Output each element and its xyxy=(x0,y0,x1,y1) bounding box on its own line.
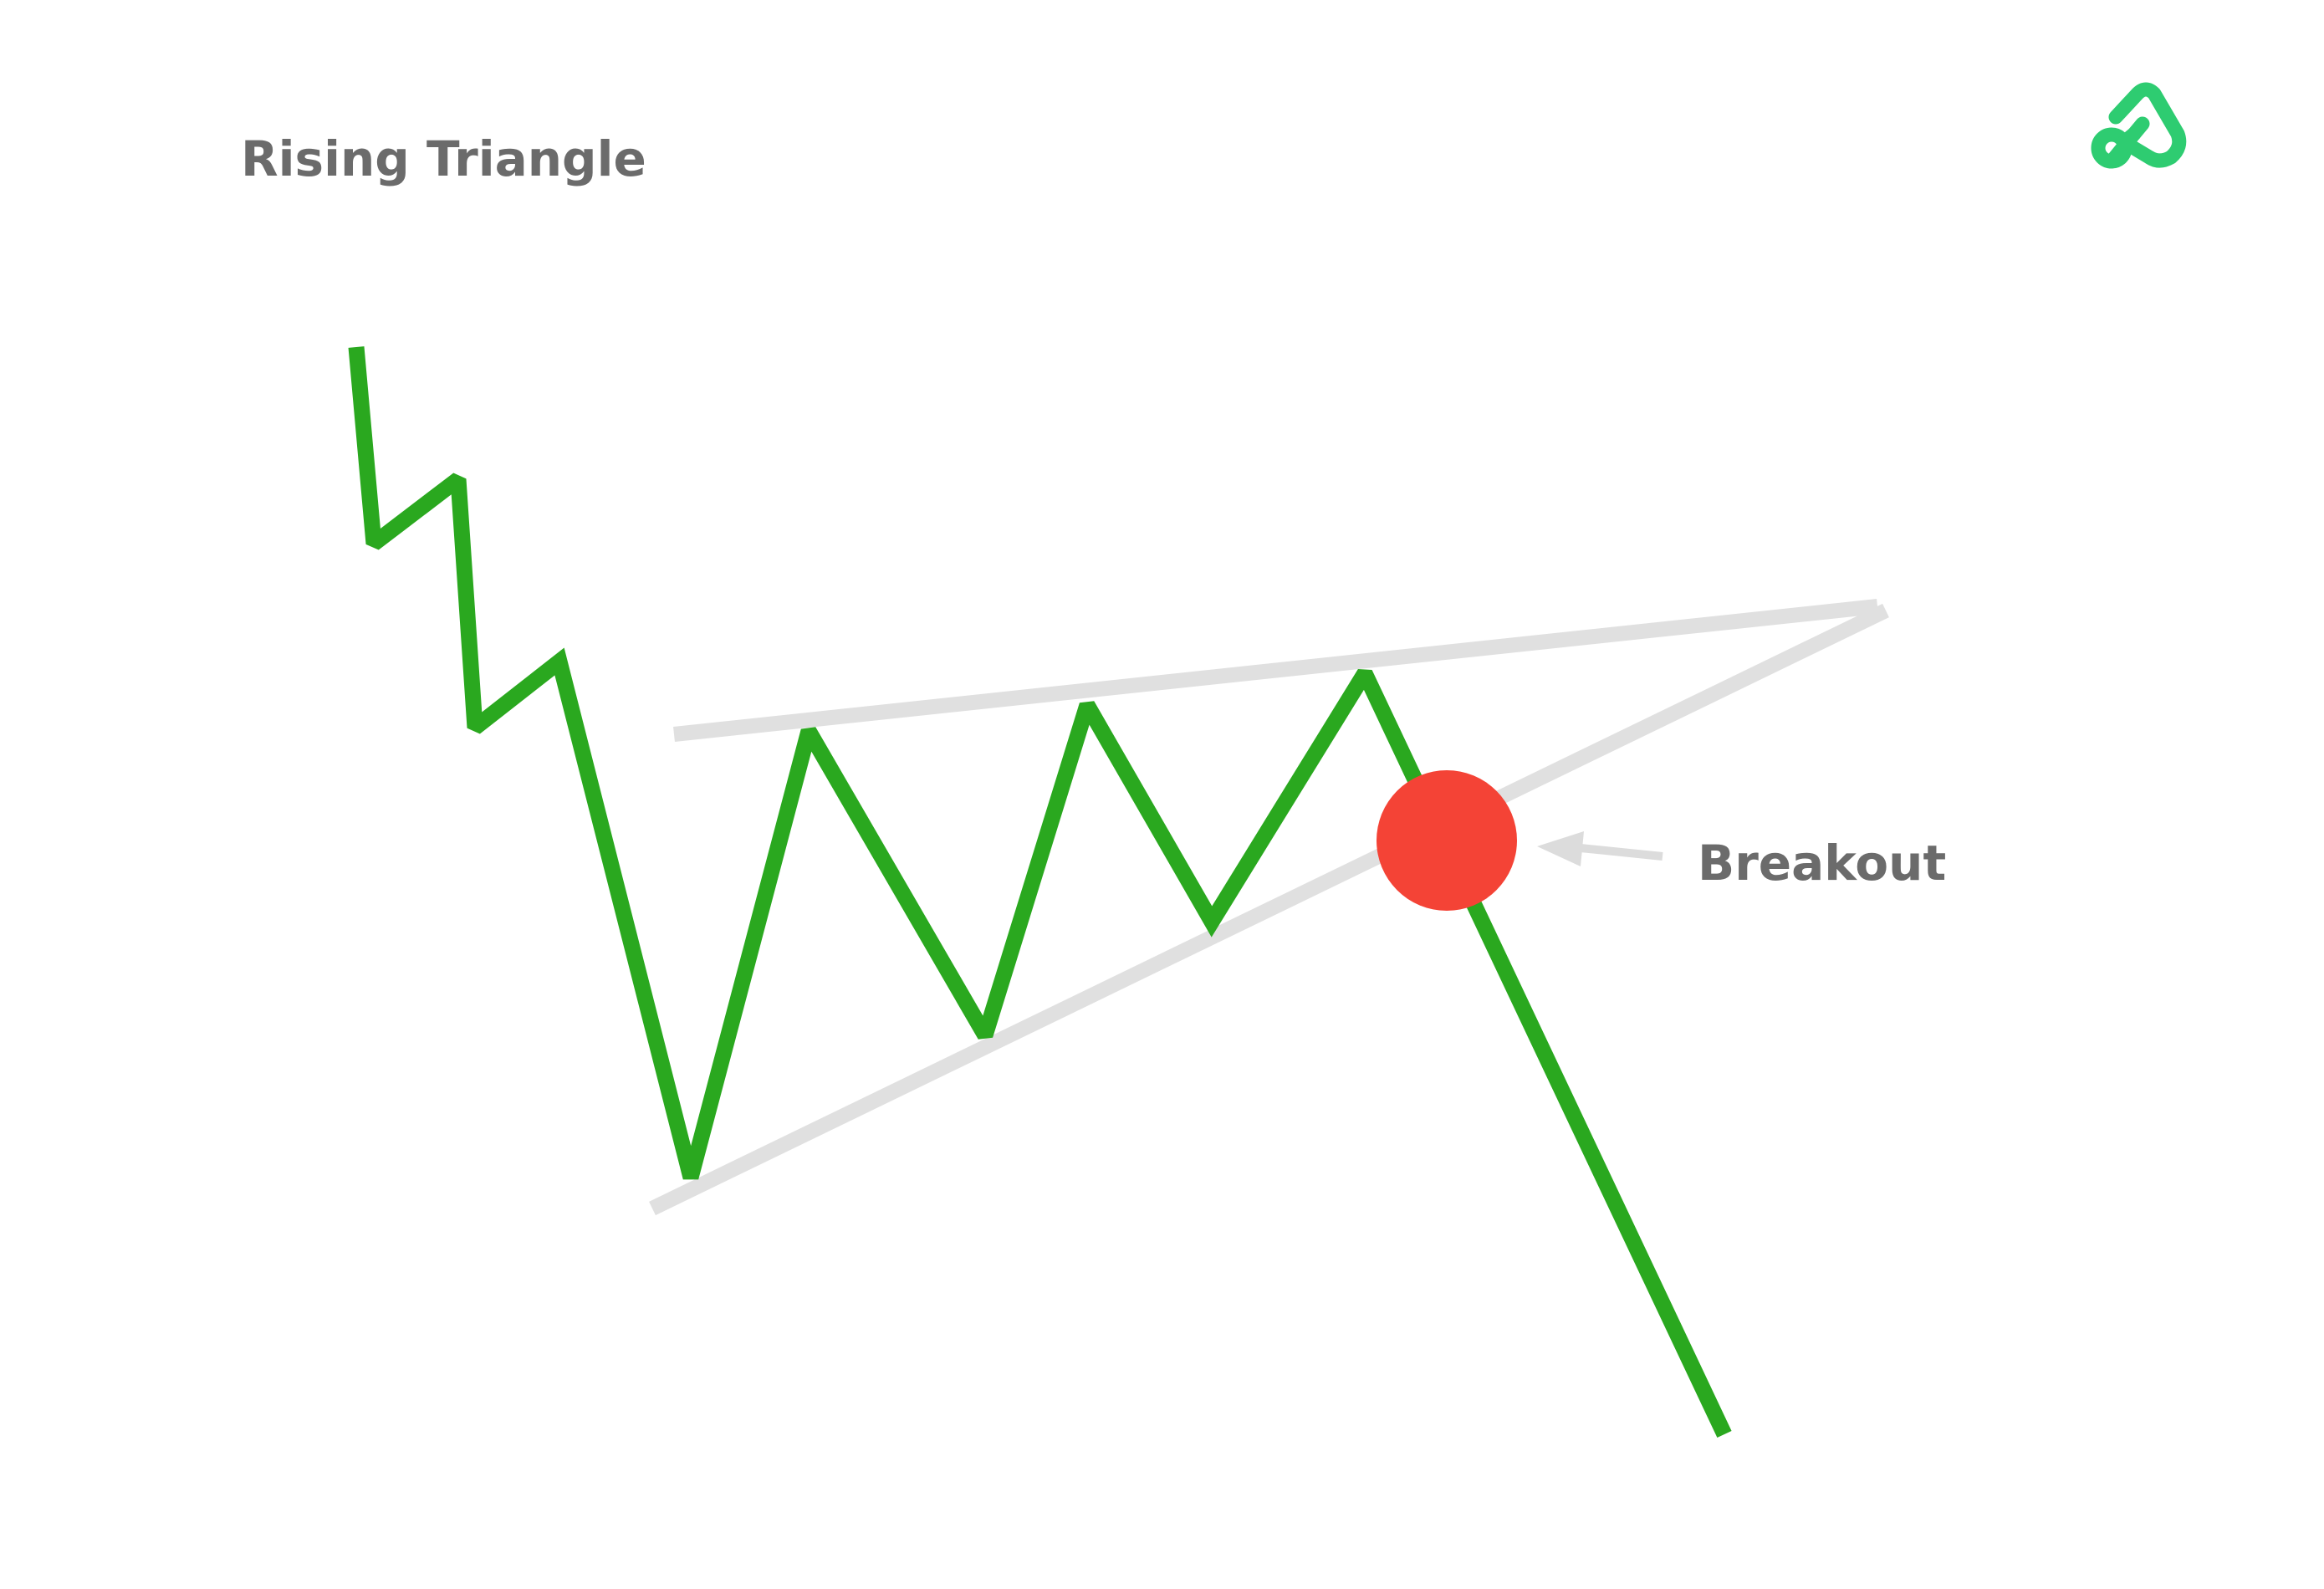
arrow-left-icon xyxy=(1537,831,1663,866)
diagram-title: Rising Triangle xyxy=(241,130,646,187)
breakout-label: Breakout xyxy=(1698,835,1946,892)
price-line xyxy=(348,346,1732,1438)
upper-trend-line xyxy=(673,599,1878,742)
brand-logo-icon xyxy=(2091,82,2187,169)
lower-trend-line xyxy=(649,603,1889,1216)
breakout-dot xyxy=(1377,770,1517,911)
